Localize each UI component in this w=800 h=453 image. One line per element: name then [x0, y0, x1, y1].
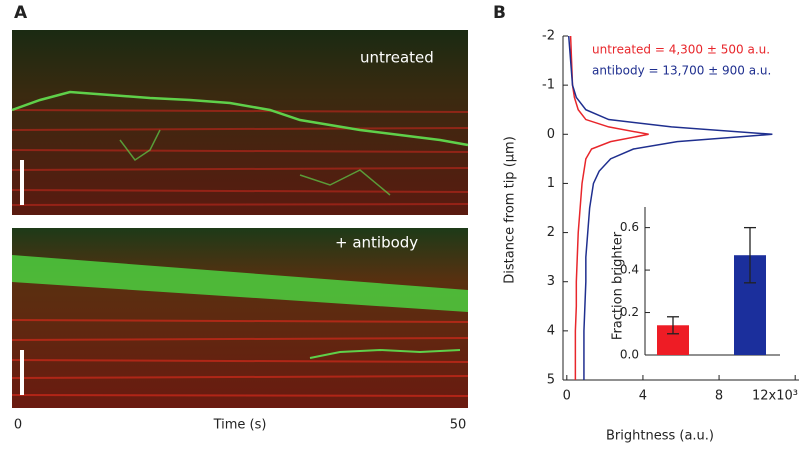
y-tick-label: 0.6 — [620, 220, 639, 234]
y-tick-label: 0 — [547, 127, 555, 142]
panel-label: A — [14, 3, 28, 23]
kymograph-antibody — [11, 228, 469, 408]
y-axis-label: Fraction brighter — [611, 231, 626, 340]
y-tick-label: -1 — [542, 78, 555, 93]
x-tick-label: 4 — [639, 389, 647, 404]
y-tick-label: 3 — [547, 274, 555, 289]
y-axis-label: Distance from tip (µm) — [503, 136, 518, 284]
y-tick-label: 5 — [547, 373, 555, 388]
y-tick-label: 0.2 — [620, 305, 639, 319]
image-label: + antibody — [335, 234, 418, 252]
x-tick-label: 8 — [715, 389, 723, 404]
y-tick-label: 1 — [547, 176, 555, 191]
error-bar — [744, 226, 756, 284]
legend-entry: untreated = 4,300 ± 500 a.u. — [592, 43, 770, 57]
profile-line — [569, 35, 649, 380]
x-tick-label: 12x10³ — [752, 389, 798, 404]
panel-label: B — [493, 3, 506, 23]
time-tick-label: 0 — [14, 418, 22, 433]
legend-entry: antibody = 13,700 ± 900 a.u. — [592, 64, 771, 78]
profile-line — [567, 35, 773, 380]
error-bar — [667, 316, 679, 335]
x-tick-label: 0 — [563, 389, 571, 404]
time-axis-label: Time (s) — [213, 418, 267, 433]
kymograph-untreated — [11, 30, 469, 215]
x-axis-label: Brightness (a.u.) — [606, 429, 714, 444]
y-tick-label: 2 — [547, 225, 555, 240]
time-tick-label: 50 — [450, 418, 467, 433]
y-tick-label: -2 — [542, 29, 555, 44]
y-tick-label: 0.0 — [620, 348, 639, 362]
y-tick-label: 0.4 — [620, 263, 639, 277]
y-tick-label: 4 — [547, 323, 555, 338]
image-label: untreated — [360, 49, 434, 67]
